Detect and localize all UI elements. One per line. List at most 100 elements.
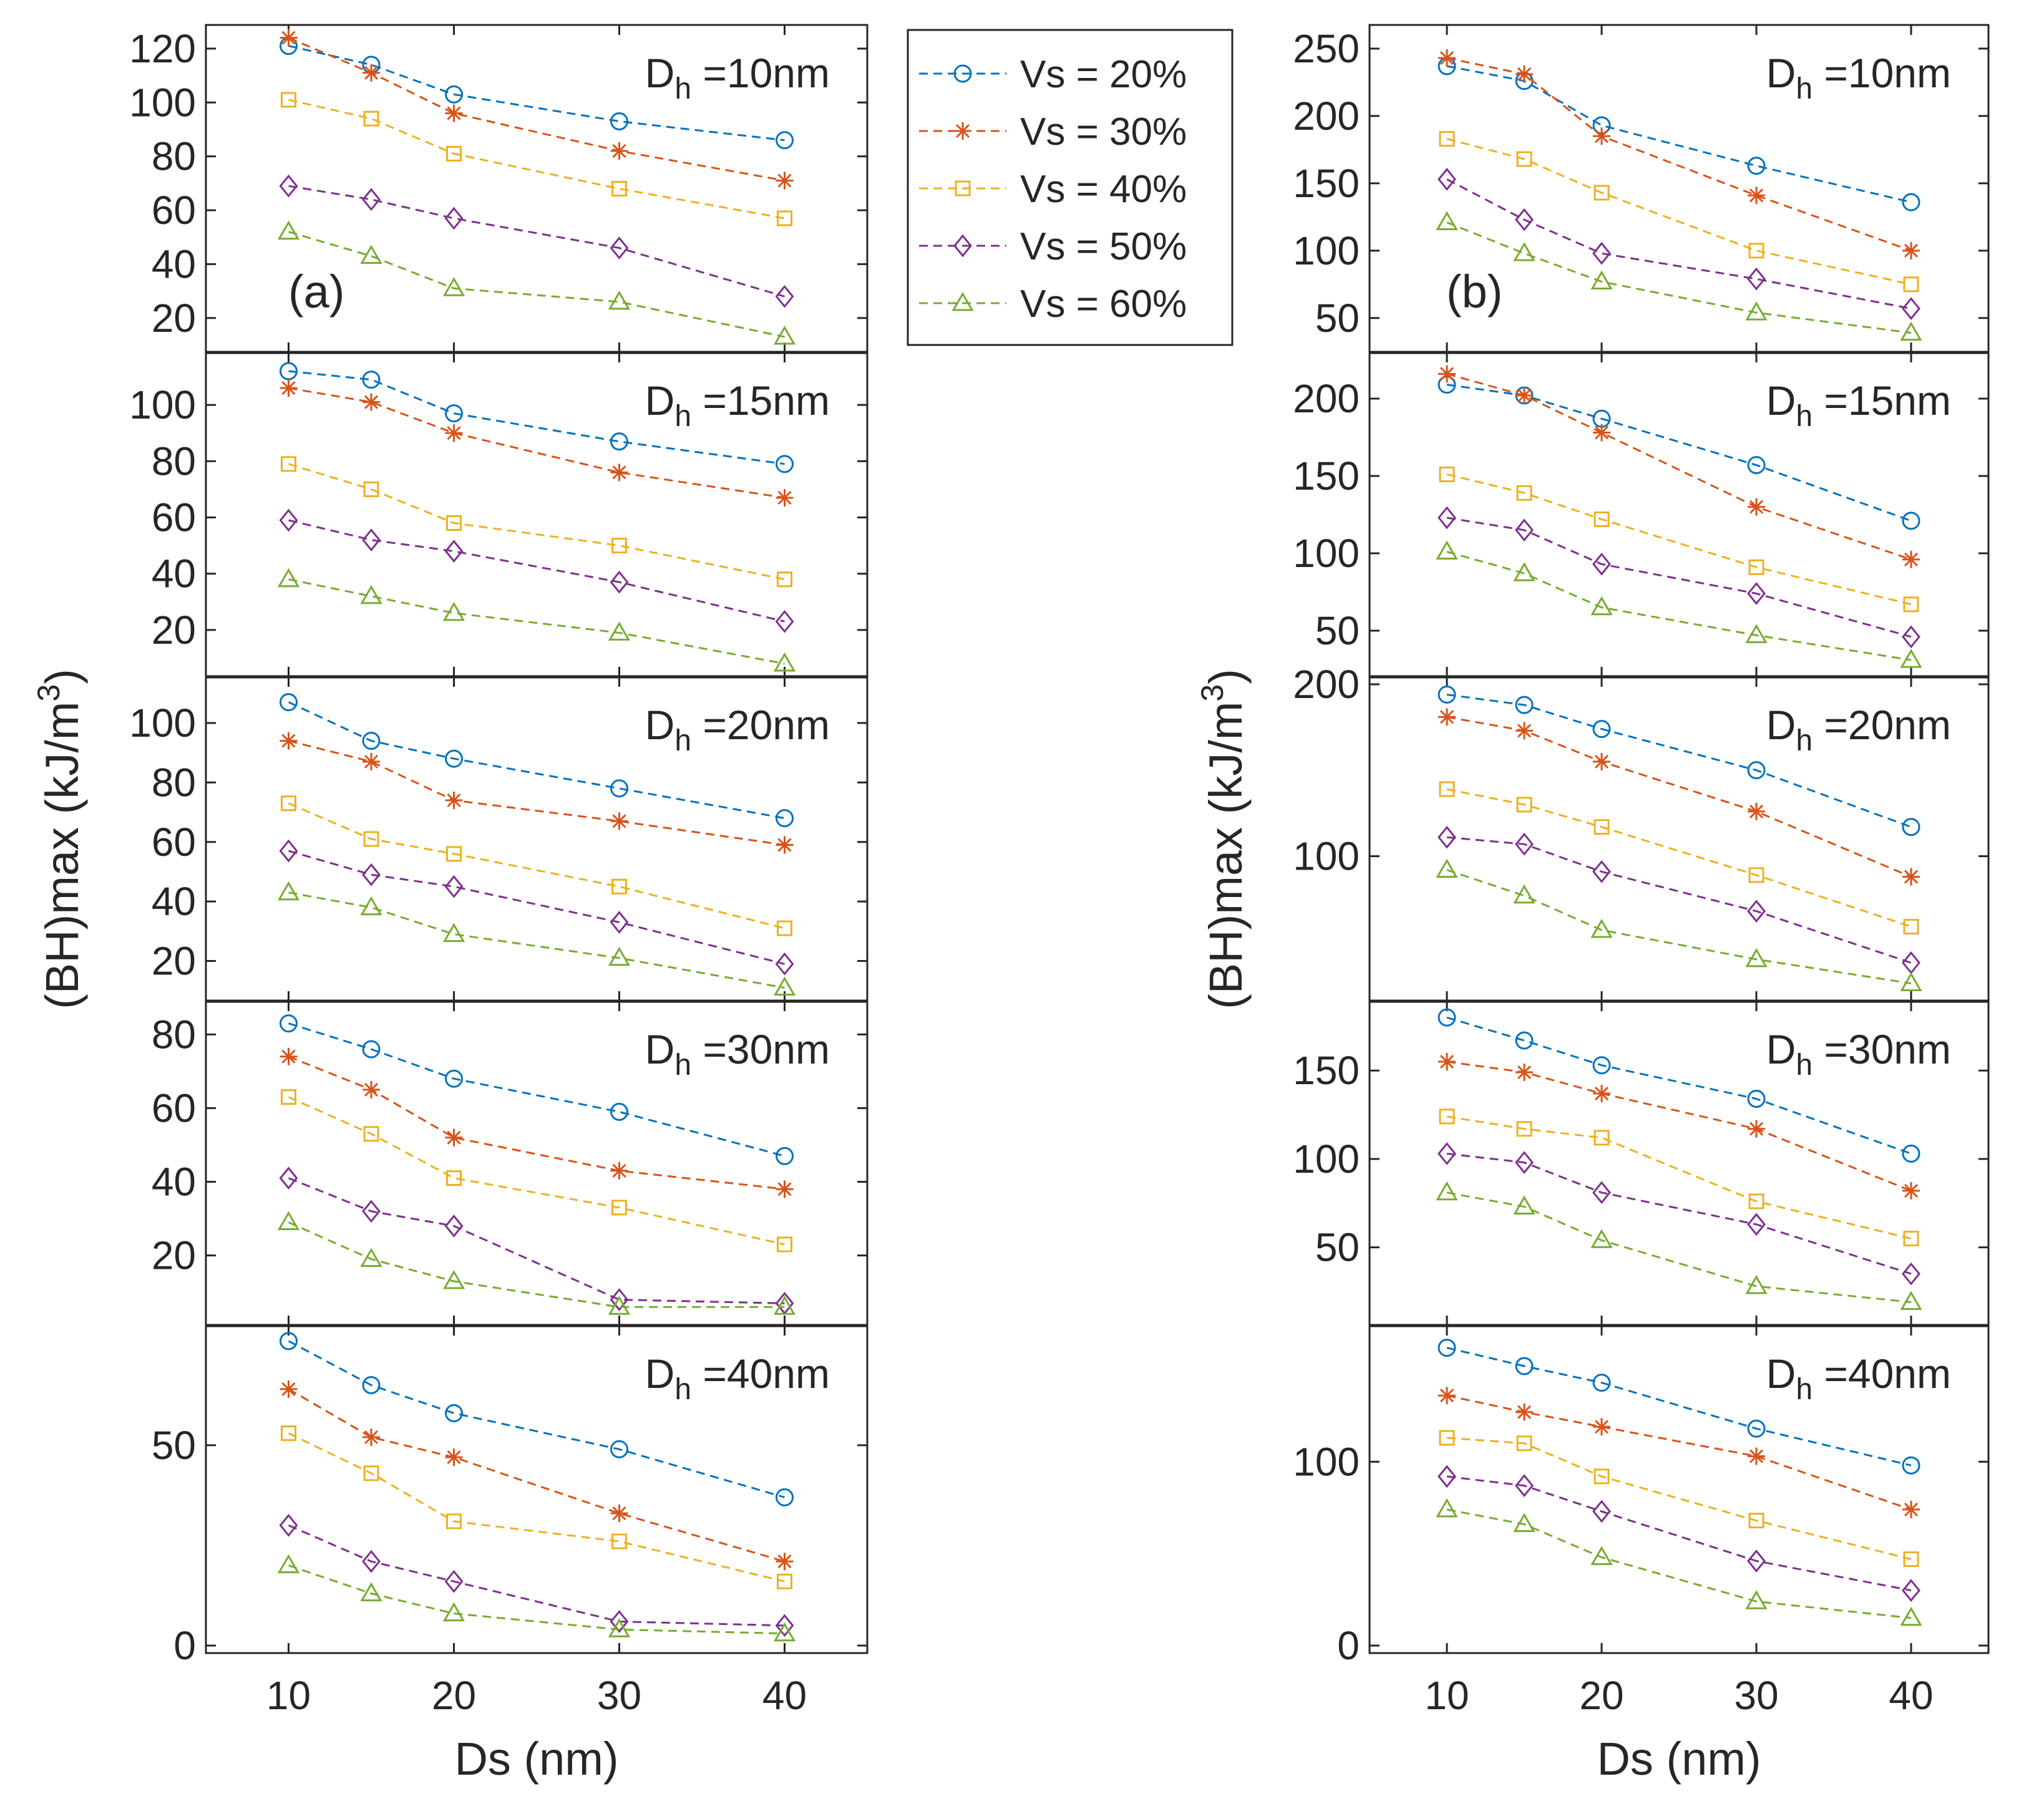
data-point-vs60 — [608, 946, 631, 966]
data-point-vs50 — [610, 236, 629, 259]
series-line-vs60 — [1446, 221, 1912, 334]
y-tick-label: 0 — [1337, 1623, 1360, 1668]
dh-label-main: D — [645, 50, 675, 96]
data-point-vs40 — [1516, 151, 1532, 167]
data-point-vs60 — [442, 277, 465, 296]
data-point-vs30 — [1748, 1120, 1765, 1138]
data-point-vs20 — [280, 362, 298, 381]
series-line-vs30 — [288, 37, 785, 182]
data-point-vs50 — [362, 1550, 381, 1573]
subplot-dh-label: Dh =40nm — [645, 1351, 830, 1406]
data-point-vs50 — [1438, 825, 1456, 849]
data-point-vs20 — [610, 1102, 628, 1121]
data-point-vs30 — [1438, 49, 1456, 67]
data-point-vs20 — [1515, 1357, 1534, 1375]
data-point-vs50 — [444, 1215, 464, 1238]
data-point-vs40 — [446, 515, 462, 531]
data-point-vs50 — [279, 508, 298, 532]
y-tick-label: 120 — [129, 26, 196, 71]
data-point-vs60 — [277, 568, 300, 588]
y-tick-label: 200 — [1293, 662, 1360, 707]
data-point-vs30 — [280, 1380, 298, 1398]
data-point-vs60 — [1900, 321, 1922, 341]
dh-label-main: D — [1766, 1351, 1796, 1397]
data-point-vs30 — [1593, 424, 1610, 442]
series-line-vs50 — [1446, 517, 1912, 638]
data-point-vs40 — [611, 878, 627, 895]
dh-label-sub: h — [1796, 400, 1813, 433]
dh-label-sub: h — [674, 400, 691, 433]
data-point-vs60 — [1590, 270, 1613, 290]
data-point-vs30 — [445, 104, 463, 122]
data-point-vs30 — [1516, 1403, 1533, 1421]
x-tick-label: 40 — [1889, 1673, 1933, 1718]
y-tick-label: 60 — [152, 495, 196, 540]
dh-label-main: D — [645, 1026, 675, 1072]
panel-letter: (a) — [288, 266, 344, 318]
data-point-vs50 — [279, 1166, 298, 1190]
data-point-vs40 — [1594, 185, 1610, 201]
data-point-vs60 — [277, 881, 300, 901]
data-point-vs40 — [281, 92, 296, 108]
data-point-vs20 — [776, 131, 794, 150]
data-point-vs40 — [1903, 596, 1919, 613]
x-tick-label: 10 — [266, 1673, 311, 1718]
data-point-vs30 — [363, 393, 380, 411]
data-point-vs60 — [1513, 1195, 1535, 1215]
dh-label-value: =20nm — [1813, 702, 1951, 748]
data-point-vs40 — [1516, 485, 1532, 501]
data-point-vs60 — [1590, 596, 1613, 616]
dh-label-sub: h — [674, 1049, 691, 1082]
series-line-vs50 — [288, 185, 785, 298]
data-point-vs20 — [1747, 1090, 1766, 1108]
x-tick-label: 10 — [1424, 1673, 1469, 1718]
data-point-vs30 — [610, 463, 628, 482]
y-axis-title: (BH)max (kJ/m3) — [31, 669, 88, 1009]
y-tick-label: 60 — [152, 1085, 196, 1130]
data-point-vs20 — [280, 1014, 298, 1033]
data-point-vs20 — [1747, 157, 1766, 175]
data-point-vs50 — [279, 839, 298, 863]
y-tick-label: 50 — [1315, 296, 1360, 341]
subplot-dh-label: Dh =15nm — [1766, 377, 1951, 433]
dh-label-value: =10nm — [691, 50, 830, 96]
data-point-vs40 — [1439, 131, 1455, 147]
dh-label-main: D — [645, 702, 675, 748]
y-axis-title-close: ) — [1200, 669, 1252, 684]
data-point-vs30 — [445, 792, 463, 809]
dh-label-sub: h — [674, 1373, 691, 1406]
panel-letter: (b) — [1446, 266, 1502, 318]
data-point-vs40 — [1594, 1468, 1610, 1485]
data-point-vs40 — [1748, 1193, 1764, 1210]
data-point-vs40 — [611, 538, 627, 554]
data-point-vs30 — [280, 379, 298, 397]
subplot-dh-label: Dh =10nm — [645, 50, 830, 105]
data-point-vs50 — [1902, 1579, 1920, 1602]
data-point-vs60 — [442, 601, 465, 621]
y-tick-label: 40 — [152, 241, 196, 286]
subplot-dh-label: Dh =30nm — [645, 1026, 830, 1082]
y-tick-label: 0 — [173, 1623, 196, 1668]
data-point-vs20 — [776, 1488, 794, 1506]
data-point-vs40 — [1748, 1513, 1764, 1529]
data-point-vs40 — [777, 1573, 792, 1589]
data-point-vs60 — [442, 1269, 465, 1289]
y-tick-label: 200 — [1293, 94, 1360, 138]
dh-label-main: D — [1766, 377, 1796, 424]
data-point-vs40 — [1439, 781, 1455, 797]
data-point-vs40 — [1516, 1121, 1532, 1137]
subplot-1: 50 100 150 200 250 Dh =10nm — [1293, 24, 1990, 354]
series-line-vs20 — [288, 1022, 785, 1157]
data-point-vs20 — [776, 1147, 794, 1165]
data-point-vs20 — [1515, 1031, 1534, 1050]
data-point-vs40 — [281, 1425, 296, 1442]
legend-item-vs40: Vs = 40% — [919, 168, 1187, 211]
data-point-vs50 — [1515, 208, 1534, 231]
data-point-vs60 — [1745, 624, 1768, 643]
data-point-vs50 — [1747, 1213, 1766, 1236]
dh-label-sub: h — [674, 724, 691, 757]
y-axis-title-main: (BH)max (kJ/m — [1200, 702, 1252, 1009]
y-tick-label: 100 — [129, 382, 196, 427]
subplot-2: 20 40 60 80 100 Dh =15nm — [129, 351, 869, 678]
